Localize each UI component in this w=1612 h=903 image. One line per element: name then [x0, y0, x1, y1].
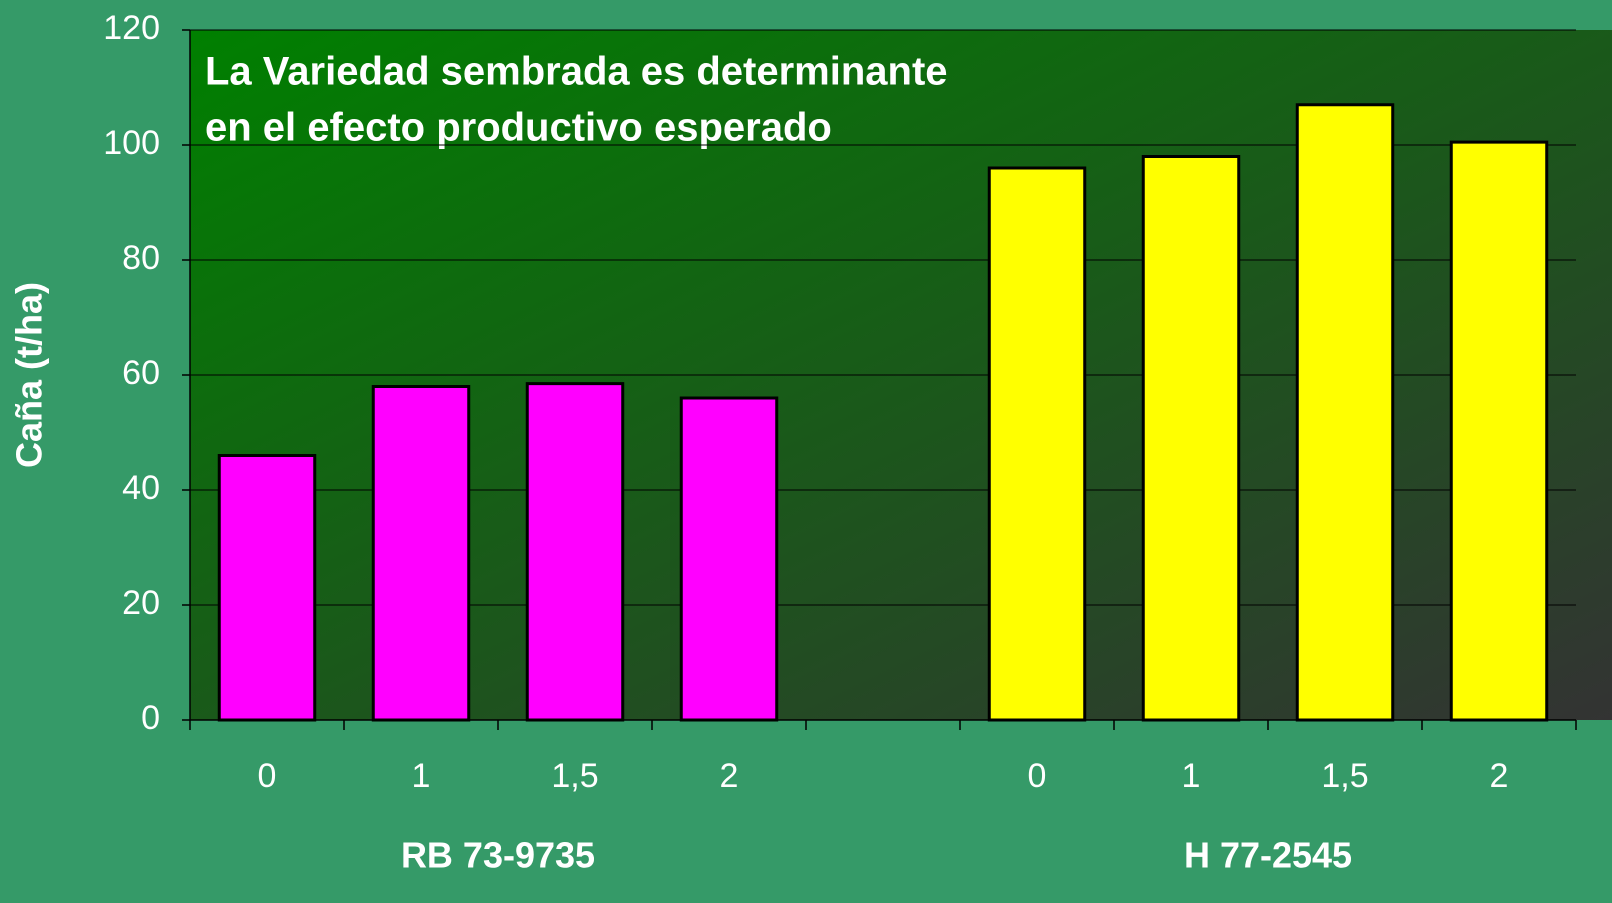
- y-axis-label: Caña (t/ha): [9, 282, 50, 468]
- x-tick-label: 0: [258, 757, 277, 795]
- bar: [1141, 155, 1241, 722]
- bar: [217, 454, 317, 722]
- y-tick-label: 40: [122, 469, 160, 507]
- y-tick-label: 100: [103, 124, 160, 162]
- y-tick-label: 60: [122, 354, 160, 392]
- x-tick-label: 1,5: [1321, 757, 1368, 795]
- bar: [679, 396, 779, 722]
- x-tick-label: 1,5: [551, 757, 598, 795]
- y-tick-label: 80: [122, 239, 160, 277]
- y-tick-label: 120: [103, 9, 160, 47]
- group-label: H 77-2545: [1184, 835, 1352, 876]
- annotation: en el efecto productivo esperado: [205, 106, 832, 150]
- bar: [525, 382, 625, 722]
- x-tick-label: 1: [412, 757, 431, 795]
- bar: [371, 385, 471, 722]
- x-tick-label: 2: [720, 757, 739, 795]
- group-label: RB 73-9735: [401, 835, 595, 876]
- x-tick-label: 2: [1490, 757, 1509, 795]
- annotation: La Variedad sembrada es determinante: [205, 50, 948, 94]
- bar: [987, 166, 1087, 722]
- y-tick-label: 20: [122, 584, 160, 622]
- y-tick-label: 0: [141, 699, 160, 737]
- bar: [1295, 103, 1395, 722]
- x-tick-label: 1: [1182, 757, 1201, 795]
- x-tick-label: 0: [1028, 757, 1047, 795]
- bar: [1449, 140, 1549, 722]
